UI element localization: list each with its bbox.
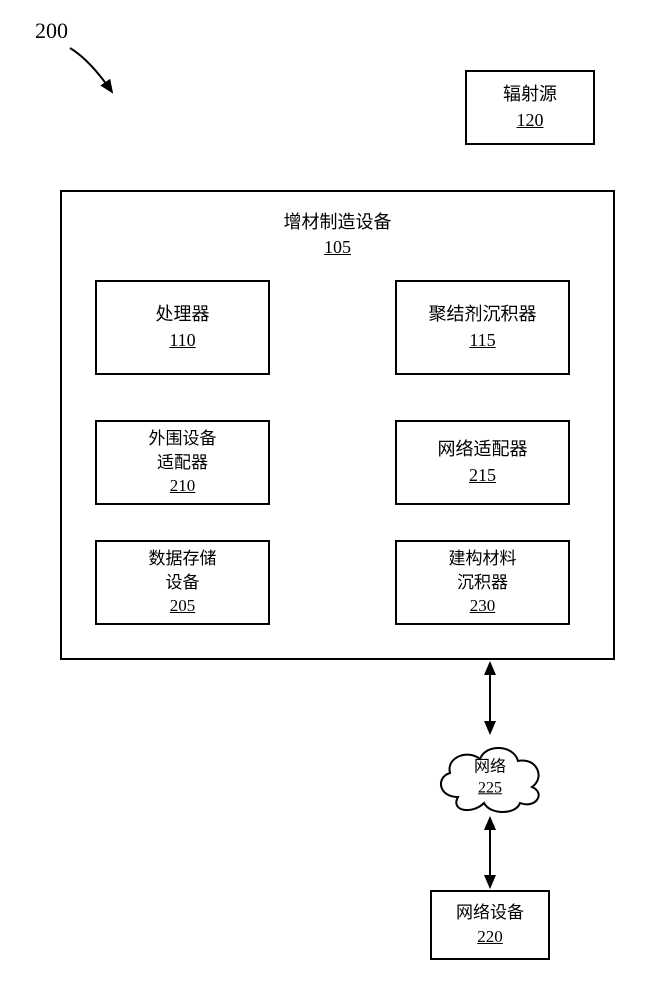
peripheral-label-2: 适配器	[157, 451, 208, 475]
network-device-label: 网络设备	[456, 901, 524, 925]
device-num: 105	[324, 235, 351, 260]
data-storage-box: 数据存储 设备 205	[95, 540, 270, 625]
radiation-source-num: 120	[517, 108, 544, 133]
build-dep-label-1: 建构材料	[449, 547, 517, 571]
build-dep-num: 230	[470, 594, 496, 618]
build-material-depositor-box: 建构材料 沉积器 230	[395, 540, 570, 625]
peripheral-num: 210	[170, 474, 196, 498]
network-device-num: 220	[477, 925, 503, 949]
radiation-source-label: 辐射源	[503, 82, 557, 107]
device-title: 增材制造设备	[284, 210, 392, 235]
diagram-canvas: 200 辐射源 120 增材制造设备 105 处理器 110 聚结剂沉积器 11…	[0, 0, 671, 1000]
processor-label: 处理器	[156, 302, 210, 327]
storage-label-1: 数据存储	[149, 547, 217, 571]
network-adapter-num: 215	[469, 463, 496, 488]
build-dep-label-2: 沉积器	[457, 571, 508, 595]
storage-num: 205	[170, 594, 196, 618]
binder-depositor-box: 聚结剂沉积器 115	[395, 280, 570, 375]
binder-depositor-label: 聚结剂沉积器	[429, 302, 537, 327]
peripheral-adapter-box: 外围设备 适配器 210	[95, 420, 270, 505]
storage-label-2: 设备	[166, 571, 200, 595]
radiation-source-box: 辐射源 120	[465, 70, 595, 145]
network-adapter-label: 网络适配器	[438, 437, 528, 462]
processor-num: 110	[169, 328, 195, 353]
processor-box: 处理器 110	[95, 280, 270, 375]
figure-number: 200	[35, 18, 68, 44]
figure-pointer-arrow	[70, 48, 112, 92]
network-num: 225	[478, 779, 502, 796]
network-label: 网络	[474, 758, 506, 775]
peripheral-label-1: 外围设备	[149, 427, 217, 451]
network-device-box: 网络设备 220	[430, 890, 550, 960]
network-cloud: 网络 225	[428, 735, 552, 817]
network-adapter-box: 网络适配器 215	[395, 420, 570, 505]
binder-depositor-num: 115	[469, 328, 495, 353]
